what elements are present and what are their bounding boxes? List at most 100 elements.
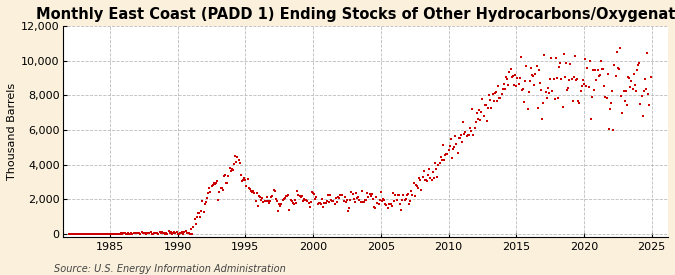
Point	[568, 75, 579, 79]
Point	[140, 231, 151, 235]
Point	[592, 68, 603, 72]
Point	[487, 92, 498, 96]
Point	[636, 94, 647, 98]
Point	[449, 145, 460, 150]
Point	[103, 232, 114, 236]
Point	[436, 158, 447, 162]
Point	[399, 197, 410, 202]
Point	[150, 231, 161, 235]
Point	[385, 202, 396, 206]
Point	[269, 189, 280, 193]
Point	[500, 87, 510, 92]
Point	[84, 232, 95, 236]
Point	[258, 200, 269, 204]
Point	[116, 231, 127, 235]
Point	[624, 75, 634, 80]
Point	[396, 207, 406, 212]
Point	[504, 70, 515, 75]
Point	[479, 103, 490, 107]
Y-axis label: Thousand Barrels: Thousand Barrels	[7, 83, 17, 180]
Point	[526, 73, 537, 78]
Point	[330, 196, 341, 200]
Point	[502, 77, 512, 82]
Point	[233, 158, 244, 162]
Point	[448, 147, 458, 151]
Point	[464, 133, 475, 138]
Point	[608, 128, 619, 132]
Point	[564, 78, 574, 82]
Point	[387, 204, 398, 208]
Point	[587, 95, 597, 99]
Point	[254, 195, 265, 199]
Point	[68, 232, 78, 236]
Point	[244, 186, 254, 190]
Point	[298, 199, 308, 203]
Point	[160, 232, 171, 236]
Point	[192, 215, 202, 219]
Point	[563, 85, 574, 90]
Point	[422, 179, 433, 183]
Point	[336, 192, 347, 197]
Point	[153, 232, 164, 236]
Point	[274, 202, 285, 207]
Point	[518, 87, 529, 91]
Point	[626, 79, 637, 83]
Point	[412, 184, 423, 188]
Point	[170, 231, 181, 235]
Point	[553, 96, 564, 100]
Point	[503, 82, 514, 87]
Point	[521, 64, 532, 68]
Point	[179, 230, 190, 235]
Point	[639, 89, 649, 93]
Point	[189, 217, 200, 221]
Point	[548, 77, 559, 81]
Point	[558, 51, 569, 56]
Point	[115, 232, 126, 236]
Point	[348, 197, 359, 201]
Point	[68, 232, 79, 236]
Point	[536, 87, 547, 92]
Point	[248, 189, 259, 193]
Point	[644, 103, 655, 108]
Point	[103, 232, 113, 236]
Point	[365, 194, 376, 199]
Point	[108, 232, 119, 236]
Point	[257, 196, 268, 200]
Point	[447, 156, 458, 160]
Point	[476, 109, 487, 114]
Point	[582, 66, 593, 70]
Point	[400, 197, 411, 201]
Point	[407, 193, 418, 197]
Point	[551, 76, 562, 81]
Point	[645, 75, 656, 79]
Point	[618, 88, 629, 93]
Point	[194, 211, 205, 216]
Point	[226, 166, 237, 171]
Point	[546, 56, 557, 60]
Point	[488, 98, 499, 103]
Point	[177, 230, 188, 235]
Point	[522, 106, 533, 111]
Point	[333, 196, 344, 201]
Point	[600, 94, 611, 99]
Point	[423, 173, 433, 177]
Point	[595, 59, 606, 63]
Point	[392, 192, 403, 197]
Point	[315, 201, 325, 205]
Point	[273, 208, 284, 213]
Point	[562, 88, 572, 92]
Point	[511, 84, 522, 88]
Point	[71, 232, 82, 236]
Point	[619, 99, 630, 103]
Point	[296, 194, 307, 199]
Point	[367, 192, 377, 197]
Point	[369, 205, 379, 209]
Point	[519, 100, 530, 104]
Point	[554, 65, 564, 70]
Point	[333, 195, 344, 199]
Point	[572, 77, 583, 82]
Point	[622, 75, 633, 79]
Point	[327, 198, 338, 203]
Point	[209, 180, 219, 185]
Point	[338, 199, 349, 203]
